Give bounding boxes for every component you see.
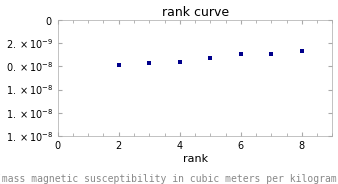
Title: rank curve: rank curve [162,6,228,19]
Text: (mass magnetic susceptibility in cubic meters per kilogram): (mass magnetic susceptibility in cubic m… [0,174,338,184]
X-axis label: rank: rank [183,154,208,164]
